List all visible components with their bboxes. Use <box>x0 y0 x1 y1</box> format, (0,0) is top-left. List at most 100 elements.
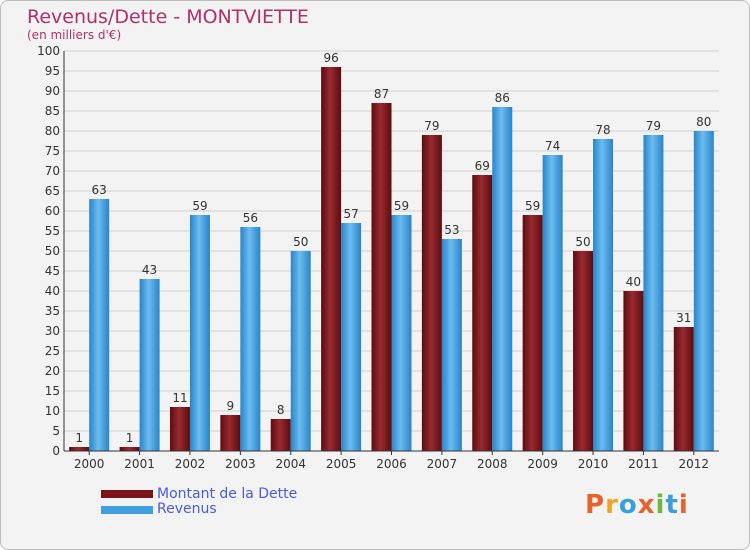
y-tick-label: 35 <box>45 304 60 318</box>
y-tick-label: 55 <box>45 224 60 238</box>
bar-revenus <box>391 215 412 451</box>
bar-dette <box>69 447 90 451</box>
data-label: 86 <box>495 91 510 105</box>
data-label: 74 <box>545 139 560 153</box>
data-label: 50 <box>575 235 590 249</box>
chart-title: Revenus/Dette - MONTVIETTE <box>27 6 309 28</box>
data-label: 50 <box>293 235 308 249</box>
x-tick-label: 2005 <box>326 457 357 471</box>
x-tick-label: 2008 <box>477 457 508 471</box>
data-label: 79 <box>646 119 661 133</box>
data-label: 53 <box>444 223 459 237</box>
legend-swatch-dette <box>101 490 153 498</box>
legend-swatch-revenus <box>101 506 153 514</box>
y-tick-label: 25 <box>45 344 60 358</box>
bar-revenus <box>643 135 664 451</box>
x-tick-label: 2004 <box>275 457 306 471</box>
chart-subtitle: (en milliers d'€) <box>27 28 122 42</box>
bar-revenus <box>492 107 513 451</box>
logo-letter: i <box>678 490 689 520</box>
logo-letter: o <box>618 490 638 520</box>
data-label: 80 <box>696 115 711 129</box>
bar-dette <box>421 135 442 451</box>
y-tick-label: 40 <box>45 284 60 298</box>
x-tick-label: 2006 <box>376 457 407 471</box>
data-label: 11 <box>172 391 187 405</box>
legend-label-revenus: Revenus <box>157 501 217 517</box>
bar-revenus <box>693 131 714 451</box>
data-label: 8 <box>277 403 285 417</box>
bar-dette <box>169 407 190 451</box>
data-label: 59 <box>525 199 540 213</box>
bar-dette <box>673 327 694 451</box>
y-tick-label: 95 <box>45 64 60 78</box>
x-tick-label: 2002 <box>175 457 206 471</box>
y-tick-label: 90 <box>45 84 60 98</box>
y-tick-label: 70 <box>45 164 60 178</box>
data-label: 1 <box>126 431 134 445</box>
data-label: 31 <box>676 311 691 325</box>
bar-revenus <box>240 227 261 451</box>
x-tick-label: 2007 <box>427 457 458 471</box>
data-label: 69 <box>475 159 490 173</box>
bar-revenus <box>441 239 462 451</box>
y-tick-label: 15 <box>45 384 60 398</box>
bar-revenus <box>542 155 563 451</box>
bar-dette <box>270 419 291 451</box>
data-label: 63 <box>92 183 107 197</box>
x-tick-label: 2012 <box>679 457 710 471</box>
bar-dette <box>472 175 493 451</box>
data-label: 59 <box>192 199 207 213</box>
x-tick-label: 2010 <box>578 457 609 471</box>
y-tick-label: 60 <box>45 204 60 218</box>
x-tick-label: 2009 <box>527 457 558 471</box>
data-label: 1 <box>75 431 83 445</box>
data-label: 43 <box>142 263 157 277</box>
y-tick-label: 50 <box>45 244 60 258</box>
y-tick-label: 0 <box>52 444 60 458</box>
bar-dette <box>371 103 392 451</box>
bar-dette <box>573 251 594 451</box>
y-tick-label: 5 <box>52 424 60 438</box>
proxiti-logo: Proxiti <box>585 490 689 520</box>
x-tick-label: 2000 <box>74 457 105 471</box>
legend-label-dette: Montant de la Dette <box>157 486 298 502</box>
y-tick-label: 75 <box>45 144 60 158</box>
y-tick-label: 85 <box>45 104 60 118</box>
y-tick-label: 45 <box>45 264 60 278</box>
bar-dette <box>623 291 644 451</box>
logo-letter: x <box>637 490 656 520</box>
data-label: 9 <box>227 399 235 413</box>
data-label: 56 <box>243 211 258 225</box>
x-tick-label: 2011 <box>628 457 659 471</box>
x-tick-label: 2003 <box>225 457 256 471</box>
data-label: 78 <box>595 123 610 137</box>
y-tick-label: 30 <box>45 324 60 338</box>
data-label: 40 <box>626 275 641 289</box>
bar-revenus <box>89 199 110 451</box>
bar-revenus <box>593 139 614 451</box>
data-label: 79 <box>424 119 439 133</box>
data-label: 96 <box>323 51 338 65</box>
bar-dette <box>321 67 342 451</box>
bar-revenus <box>139 279 160 451</box>
bar-dette <box>522 215 543 451</box>
bar-revenus <box>290 251 311 451</box>
bar-revenus <box>189 215 210 451</box>
data-label: 87 <box>374 87 389 101</box>
data-label: 59 <box>394 199 409 213</box>
logo-letter: r <box>605 490 619 520</box>
data-label: 57 <box>343 207 358 221</box>
logo-letter: i <box>655 490 666 520</box>
bar-dette <box>220 415 241 451</box>
y-tick-label: 10 <box>45 404 60 418</box>
x-tick-label: 2001 <box>124 457 155 471</box>
bar-dette <box>119 447 140 451</box>
logo-letter: P <box>585 490 606 520</box>
y-tick-label: 80 <box>45 124 60 138</box>
bar-revenus <box>341 223 362 451</box>
y-tick-label: 65 <box>45 184 60 198</box>
y-tick-label: 100 <box>37 44 60 58</box>
